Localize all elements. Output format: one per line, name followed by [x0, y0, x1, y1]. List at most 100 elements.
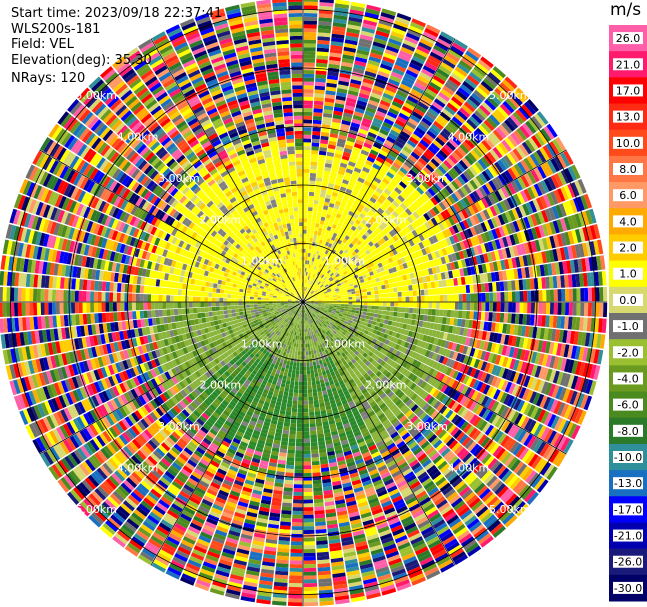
- radar-bin: [447, 302, 452, 310]
- radar-bin: [498, 226, 506, 237]
- radar-bin: [311, 218, 316, 224]
- radar-bin: [450, 262, 456, 270]
- radar-bin: [429, 81, 442, 92]
- radar-bin: [467, 205, 476, 216]
- radar-bin: [421, 240, 428, 248]
- radar-bin: [327, 206, 334, 212]
- radar-bin: [548, 249, 555, 263]
- radar-bin: [508, 209, 516, 222]
- radar-bin: [348, 297, 353, 300]
- radar-bin: [314, 97, 324, 102]
- radar-bin: [320, 139, 329, 145]
- radar-bin: [387, 206, 395, 213]
- radar-bin: [357, 177, 365, 184]
- radar-bin: [395, 247, 402, 254]
- radar-bin: [444, 172, 454, 182]
- radar-bin: [377, 314, 382, 319]
- radar-bin: [308, 245, 312, 250]
- radar-bin: [421, 348, 428, 356]
- radar-bin: [398, 152, 408, 161]
- radar-bin: [329, 278, 334, 282]
- radar-bin: [420, 256, 426, 263]
- radar-bin: [595, 302, 600, 317]
- radar-bin: [491, 400, 500, 412]
- radar-bin: [500, 406, 510, 418]
- radar-bin: [468, 338, 474, 347]
- radar-bin: [323, 290, 328, 293]
- radar-bin: [441, 247, 448, 256]
- radar-bin: [381, 260, 387, 267]
- radar-bin: [432, 170, 442, 180]
- radar-bin: [504, 211, 513, 223]
- radar-bin: [437, 323, 442, 331]
- radar-bin: [370, 48, 384, 56]
- radar-bin: [465, 168, 475, 179]
- radar-bin: [528, 326, 534, 338]
- radar-bin: [398, 322, 404, 329]
- radar-bin: [346, 251, 352, 257]
- radar-bin: [473, 369, 481, 379]
- radar-bin: [481, 409, 491, 420]
- radar-bin: [308, 407, 315, 413]
- radar-bin: [293, 499, 303, 504]
- radar-bin: [285, 472, 294, 477]
- radar-bin: [342, 277, 347, 282]
- radar-bin: [319, 193, 326, 198]
- radar-bin: [438, 280, 443, 288]
- radar-bin: [313, 305, 318, 307]
- radar-bin: [408, 25, 423, 35]
- radar-bin: [567, 215, 575, 230]
- radar-bin: [399, 181, 407, 189]
- radar-bin: [381, 284, 386, 290]
- radar-bin: [383, 160, 392, 168]
- radar-bin: [405, 32, 420, 42]
- radar-bin: [424, 268, 430, 276]
- radar-bin: [413, 338, 419, 346]
- radar-bin: [527, 228, 535, 241]
- radar-bin: [507, 280, 512, 291]
- radar-bin: [310, 430, 317, 435]
- radar-bin: [417, 217, 424, 226]
- radar-bin: [432, 75, 446, 85]
- radar-bin: [454, 286, 459, 294]
- radar-bin: [338, 134, 347, 141]
- radar-bin: [346, 27, 360, 35]
- radar-bin: [344, 266, 350, 271]
- radar-bin: [434, 224, 442, 233]
- radar-bin: [303, 28, 317, 33]
- radar-bin: [535, 327, 542, 339]
- radar-bin: [322, 178, 329, 183]
- radar-bin: [306, 299, 311, 301]
- radar-bin: [390, 302, 395, 307]
- radar-bin: [322, 275, 326, 280]
- radar-bin: [455, 223, 463, 232]
- radar-bin: [326, 155, 334, 161]
- radar-ray: [304, 18, 426, 299]
- radar-bin: [506, 152, 517, 165]
- radar-bin: [286, 457, 295, 462]
- radar-bin: [589, 364, 597, 379]
- radar-bin: [366, 308, 372, 313]
- radar-bin: [314, 196, 320, 201]
- radar-bin: [308, 392, 313, 397]
- radar-bin: [308, 207, 313, 212]
- radar-bin: [329, 300, 334, 302]
- radar-bin: [431, 352, 438, 361]
- radar-bin: [329, 56, 341, 62]
- radar-bin: [351, 75, 363, 82]
- radar-bin: [453, 391, 461, 401]
- radar-bin: [473, 89, 486, 101]
- radar-bin: [332, 308, 337, 311]
- radar-bin: [343, 290, 348, 294]
- radar-bin: [303, 552, 316, 557]
- radar-bin: [308, 195, 314, 200]
- radar-bin: [574, 244, 581, 258]
- radar-bin: [396, 281, 401, 287]
- radar-bin: [464, 154, 474, 166]
- radar-bin: [353, 143, 363, 150]
- radar-bin: [380, 12, 396, 20]
- radar-bin: [504, 119, 516, 132]
- radar-bin: [372, 203, 380, 211]
- radar-bin: [335, 267, 340, 272]
- radar-bin: [306, 279, 308, 284]
